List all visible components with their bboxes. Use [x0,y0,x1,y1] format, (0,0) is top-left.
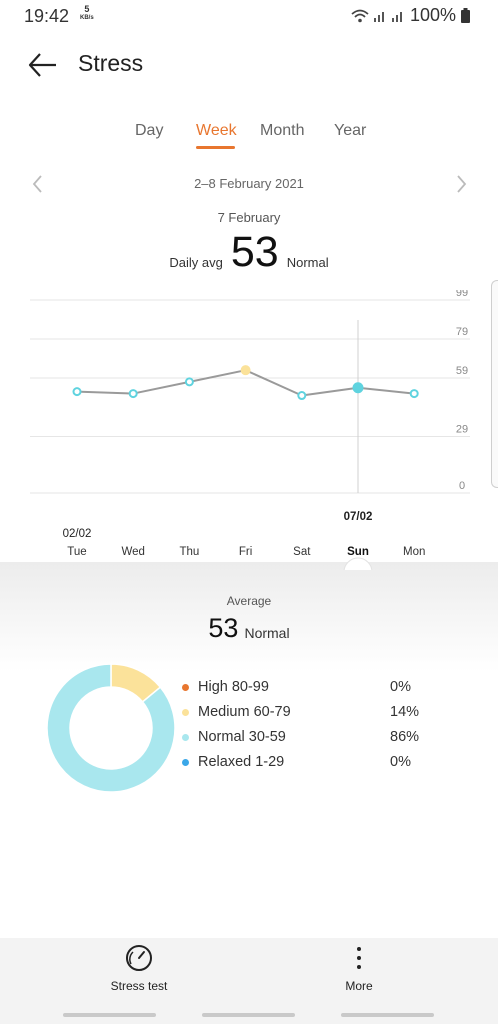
tab-year[interactable]: Year [334,122,367,139]
bottom-action-bar: Stress test More [0,938,498,1006]
nav-back-button[interactable] [341,1013,434,1017]
back-arrow-icon [28,53,56,77]
legend-row-normal: Normal 30-59 86% [182,728,432,753]
tab-week[interactable]: Week [196,122,237,139]
stress-distribution-donut [46,663,176,793]
y-tick-label: 29 [456,423,468,435]
date-range: 2–8 February 2021 [194,176,304,191]
status-time: 19:42 [24,6,70,26]
status-icons: 100% [351,5,470,26]
y-tick-label: 0 [459,480,465,492]
x-date-label: 02/02 [63,528,92,540]
back-button[interactable] [26,50,60,80]
data-point [128,389,138,399]
system-navigation-bar [0,1006,498,1024]
y-tick-label: 59 [456,365,468,377]
y-tick-label: 99 [456,290,468,299]
legend-label: Relaxed 1-29 [198,754,285,770]
legend-percent: 86% [390,729,420,745]
x-date-label: 07/02 [344,511,373,523]
legend-row-high: High 80-99 0% [182,678,432,703]
legend-label: Normal 30-59 [198,729,286,745]
signal-icon-2 [391,11,402,22]
chevron-right-icon [457,175,467,193]
distribution-legend: High 80-99 0% Medium 60-79 14% Normal 30… [182,678,432,778]
next-period-button[interactable] [451,172,471,196]
selection-knob [343,557,373,570]
network-speed: 5 KB/s [80,5,94,23]
more-vertical-icon [357,947,361,969]
network-speed-unit: KB/s [80,15,94,21]
legend-percent: 0% [390,679,411,695]
week-avg-status: Normal [244,625,290,641]
legend-label: High 80-99 [198,679,269,695]
data-point [184,377,194,387]
selected-date: 7 February [217,210,281,225]
daily-average: Daily avg 53 Normal [0,228,498,276]
wifi-icon [351,9,369,22]
period-tabs: Day Week Month Year [0,120,498,154]
stress-test-button[interactable]: Stress test [79,944,199,993]
tab-month[interactable]: Month [260,122,305,139]
data-point [72,387,82,397]
summary-panel [0,562,498,938]
x-tick-label: Fri [239,546,252,558]
nav-recents-button[interactable] [63,1013,156,1017]
daily-avg-label: Daily avg [169,255,223,270]
legend-percent: 14% [390,704,420,720]
side-panel-handle[interactable] [491,280,498,488]
nav-home-button[interactable] [202,1013,295,1017]
x-tick-label: Thu [179,546,199,558]
tab-day[interactable]: Day [135,122,164,139]
active-tab-indicator [196,146,235,149]
battery-percent: 100% [409,5,456,25]
legend-percent: 0% [390,754,411,770]
normal-dot [182,734,189,741]
signal-icon [373,11,384,22]
page-title: Stress [78,50,144,76]
x-tick-label: Sat [293,546,311,558]
average-caption: Average [226,594,272,608]
data-point [409,389,419,399]
gauge-icon [126,945,152,971]
network-speed-value: 5 [84,4,90,14]
data-point [297,391,307,401]
week-avg-value: 53 [208,613,239,643]
previous-period-button[interactable] [28,172,48,196]
stress-line-chart[interactable]: 99 79 59 29 0 Tue 02/02 Wed Thu Fri Sat Sun 07/02 Mon [0,290,498,570]
x-tick-label: Tue [67,546,86,558]
daily-avg-status: Normal [286,255,329,270]
daily-avg-value: 53 [230,228,279,276]
medium-dot [182,709,189,716]
data-point [352,382,364,394]
x-tick-label: Wed [121,546,144,558]
week-average: 53 Normal [0,612,498,644]
relaxed-dot [182,759,189,766]
donut-slice [46,663,176,793]
x-tick-label: Sun [347,546,369,558]
x-tick-label: Mon [403,546,425,558]
more-button[interactable]: More [299,944,419,993]
legend-row-medium: Medium 60-79 14% [182,703,432,728]
legend-row-relaxed: Relaxed 1-29 0% [182,753,432,778]
legend-label: Medium 60-79 [198,704,291,720]
stress-test-label: Stress test [110,979,168,993]
chevron-left-icon [32,175,42,193]
battery-icon [461,8,470,23]
more-label: More [345,979,373,993]
data-point [240,365,251,376]
y-tick-label: 79 [456,326,468,338]
high-dot [182,684,189,691]
